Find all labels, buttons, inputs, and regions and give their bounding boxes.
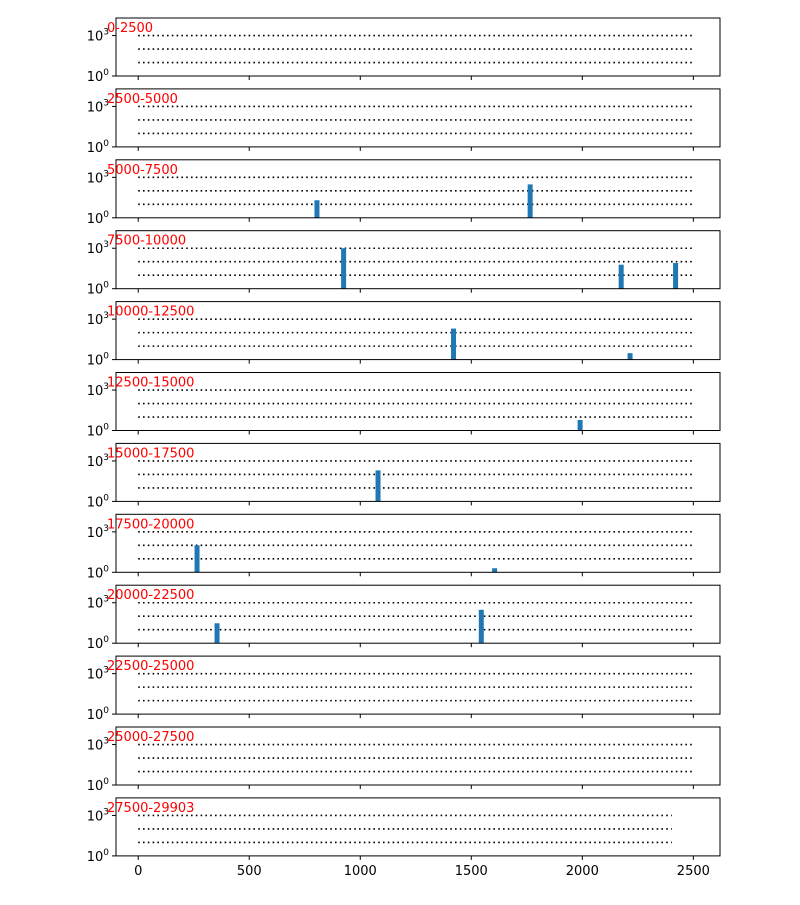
panel-frame <box>115 17 721 77</box>
bar <box>451 328 457 360</box>
bar <box>627 353 633 360</box>
bar <box>194 545 200 573</box>
y-tick-label: 103 <box>87 240 109 257</box>
panel-label: 5000-7500 <box>107 163 178 178</box>
panel-frame <box>115 655 721 715</box>
y-tick-label: 100 <box>87 68 110 85</box>
y-tick-label: 100 <box>87 139 110 156</box>
y-tick-label: 103 <box>87 737 109 754</box>
x-tick-label: 0 <box>134 864 142 879</box>
y-tick-label: 103 <box>87 666 109 683</box>
bar <box>492 568 498 573</box>
panel-frame <box>115 88 721 148</box>
y-tick-label: 100 <box>87 777 110 794</box>
panel-label: 10000-12500 <box>107 305 194 320</box>
y-tick-label: 103 <box>87 98 109 115</box>
y-tick-label: 100 <box>87 564 110 581</box>
panel-label: 20000-22500 <box>107 588 194 603</box>
bar <box>618 264 624 289</box>
x-tick-label: 500 <box>237 864 262 879</box>
bar <box>314 200 320 218</box>
panel-label: 25000-27500 <box>107 730 194 745</box>
y-tick-label: 103 <box>87 382 109 399</box>
x-tick-label: 2500 <box>677 864 710 879</box>
y-tick-label: 100 <box>87 493 110 510</box>
bar <box>527 184 533 218</box>
panel-frame <box>115 513 721 573</box>
y-tick-label: 103 <box>87 453 109 470</box>
y-tick-label: 100 <box>87 281 110 298</box>
panel-label: 17500-20000 <box>107 517 194 532</box>
y-tick-label: 103 <box>87 169 109 186</box>
y-tick-label: 103 <box>87 595 109 612</box>
y-tick-label: 100 <box>87 352 110 369</box>
bar <box>478 609 484 644</box>
y-tick-label: 100 <box>87 848 110 865</box>
y-tick-label: 103 <box>87 311 109 328</box>
panel-frame <box>115 372 721 431</box>
y-tick-label: 103 <box>87 807 109 824</box>
panel-frame <box>115 797 721 857</box>
y-tick-label: 100 <box>87 706 110 723</box>
bar <box>673 263 679 289</box>
bar <box>375 470 381 502</box>
y-tick-label: 100 <box>87 210 110 227</box>
bar <box>577 420 583 431</box>
panel-label: 15000-17500 <box>107 446 194 461</box>
panel-label: 27500-29903 <box>107 801 194 816</box>
panel-frame <box>115 584 721 644</box>
bar <box>341 248 347 289</box>
panel-label: 2500-5000 <box>107 92 178 107</box>
y-tick-label: 100 <box>87 423 110 440</box>
x-tick-label: 1000 <box>344 864 377 879</box>
panel-label: 7500-10000 <box>107 234 186 249</box>
panel-frame <box>115 301 721 361</box>
panel-label: 12500-15000 <box>107 376 194 391</box>
panel-label: 22500-25000 <box>107 659 194 674</box>
panel-frame <box>115 159 721 219</box>
panel-frame <box>115 230 721 290</box>
bar <box>214 623 220 644</box>
y-tick-label: 103 <box>87 524 109 541</box>
panel-frame <box>115 726 721 786</box>
x-tick-label: 1500 <box>455 864 488 879</box>
y-tick-label: 100 <box>87 635 110 652</box>
panel-frame <box>115 442 721 502</box>
x-tick-label: 2000 <box>566 864 599 879</box>
panel-label: 0-2500 <box>107 21 153 36</box>
y-tick-label: 103 <box>87 28 109 45</box>
